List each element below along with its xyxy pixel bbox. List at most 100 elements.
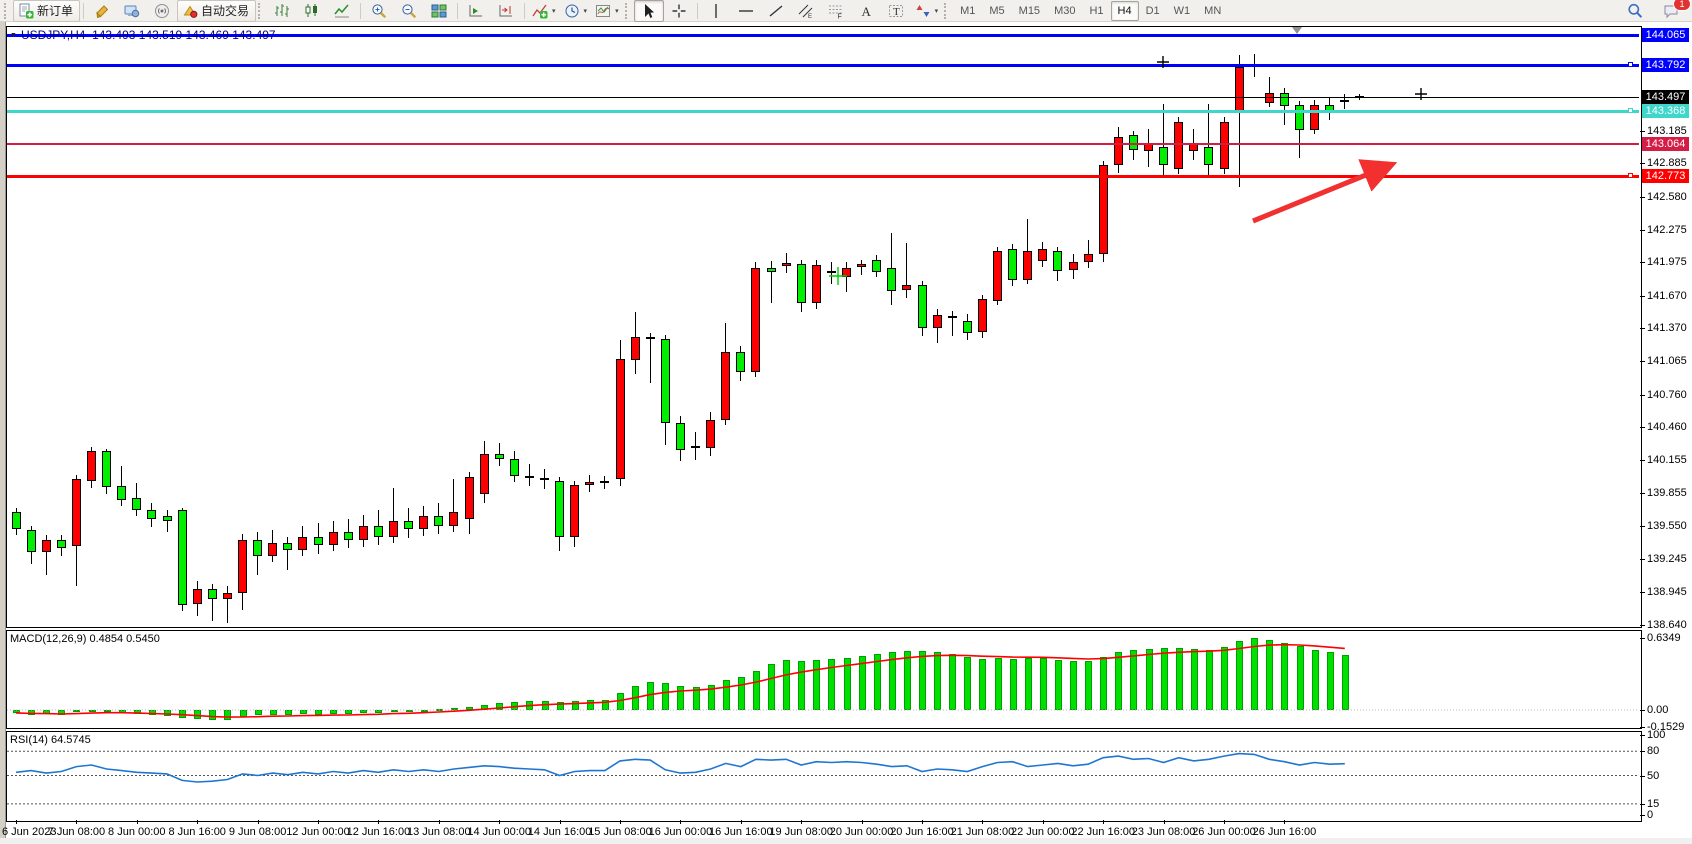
signals-button[interactable] [147,0,177,22]
dropdown-caret-icon[interactable]: ▾ [552,7,556,15]
alerts-button[interactable] [87,0,117,22]
timeframe-M15[interactable]: M15 [1018,4,1041,17]
trendline-button[interactable] [761,0,791,22]
indicators-button[interactable]: ▾ [528,0,560,22]
time-axis-tick [740,820,742,824]
bar-chart-button[interactable] [267,0,297,22]
candle-bull [1264,93,1274,103]
macd-histogram-bar [239,710,247,717]
timeframe-MN[interactable]: MN [1204,4,1222,17]
candle-bear [404,520,414,530]
chart-shift-button[interactable] [491,0,521,22]
zoom-in-button[interactable] [364,0,394,22]
axis-tick-dash [1640,130,1645,132]
macd-histogram-bar [466,706,473,710]
macd-histogram-bar [1085,661,1093,710]
chevron-down-icon[interactable]: ▼ [10,32,17,39]
time-axis-label: 16 Jun 00:00 [648,826,713,838]
cursor-button[interactable] [633,0,664,22]
macd-histogram-bar [1205,650,1213,710]
chart-shift-icon [498,3,514,19]
candle-wick [211,583,213,621]
axis-tick-dash [1640,710,1645,711]
templates-button[interactable]: ▾ [591,0,623,22]
macd-histogram-bar [375,710,383,713]
line-handle[interactable] [1628,62,1633,68]
candle-bear [555,480,565,538]
candle-bear [162,516,172,521]
candle-bear [373,526,383,538]
virtual-hosting-button[interactable] [117,0,147,22]
candle-bear [947,316,957,319]
candle-bull [1174,121,1184,170]
fibonacci-button[interactable]: F [821,0,851,22]
dropdown-caret-icon[interactable]: ▾ [583,7,588,15]
candle-wick [1268,76,1270,108]
timeframe-M1[interactable]: M1 [960,4,976,17]
time-axis-tick [680,820,682,824]
auto-trading-button[interactable]: 自动交易 [177,0,257,22]
timeframe-M30[interactable]: M30 [1054,4,1076,17]
candle-bull [932,315,942,329]
candle-bull [691,445,700,448]
auto-scroll-button[interactable] [461,0,491,22]
price-line-143.497 [7,96,1639,98]
chat-button[interactable]: 1 [1656,0,1691,22]
text-button[interactable]: A [851,0,881,22]
timeframe-H4[interactable]: H4 [1110,0,1139,21]
axis-tick-dash [1640,493,1645,494]
candle-wick [1208,104,1210,175]
rsi-axis-tick: 100 [1647,729,1666,741]
axis-tick-dash [1640,815,1645,816]
macd-pane[interactable] [6,630,1642,729]
line-handle[interactable] [1628,173,1633,179]
timeframe-W1[interactable]: W1 [1173,4,1191,17]
time-axis-tick [559,820,561,824]
vertical-line-button[interactable] [701,0,731,22]
candle-bear [524,476,534,479]
macd-histogram-bar [88,710,96,712]
candle-bull [902,284,912,291]
crosshair-button[interactable] [664,0,694,22]
macd-histogram-bar [420,710,428,712]
price-line-143.792[interactable] [7,63,1639,67]
macd-histogram-bar [1054,659,1062,710]
zoom-out-button[interactable] [394,0,424,22]
price-line-142.773[interactable] [7,174,1639,178]
toolbar-separator [696,2,698,19]
timeframe-M5[interactable]: M5 [989,4,1005,17]
dropdown-caret-icon[interactable]: ▾ [615,7,619,15]
candle-chart-button[interactable] [297,0,327,22]
search-button[interactable] [1620,0,1650,22]
rsi-pane[interactable] [6,731,1642,822]
price-axis-tick: 141.370 [1647,322,1687,335]
macd-histogram-bar [43,710,51,715]
equidistant-channel-button[interactable]: E [791,0,821,22]
line-chart-button[interactable] [327,0,357,22]
time-axis-tick [136,820,138,824]
new-order-button[interactable]: 新订单 [13,0,81,22]
candle-bear [917,284,927,329]
price-line-143.368[interactable] [7,109,1639,113]
dropdown-caret-icon[interactable]: ▾ [934,7,939,15]
price-badge: 142.773 [1642,168,1689,183]
timeframe-D1[interactable]: D1 [1145,4,1160,17]
horizontal-line-button[interactable] [731,0,761,22]
candle-bull [977,298,987,333]
rsi-label: RSI(14) 64.5745 [10,734,91,746]
macd-histogram-bar [601,699,609,710]
macd-histogram-bar [13,710,20,714]
main-price-pane[interactable] [6,26,1642,628]
periods-button[interactable]: ▾ [560,0,592,22]
line-chart-icon [334,3,350,19]
text-label-button[interactable]: T [881,0,911,22]
line-handle[interactable] [1628,108,1633,114]
periods-icon [564,3,580,19]
time-axis-tick [1042,820,1044,824]
arrows-button[interactable]: ▾ [911,0,943,22]
candle-bear [887,268,897,292]
tile-windows-button[interactable] [424,0,454,22]
alerts-icon [94,3,110,19]
timeframe-H1[interactable]: H1 [1089,4,1104,17]
macd-axis-tick: 0.6349 [1647,632,1681,645]
